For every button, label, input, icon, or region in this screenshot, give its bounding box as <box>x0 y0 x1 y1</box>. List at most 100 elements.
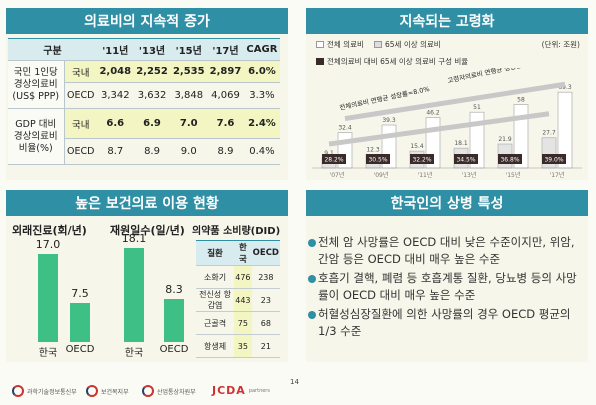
panel-title: 한국인의 상병 특성 <box>306 190 588 216</box>
row-cat: 국내 <box>64 60 97 83</box>
ratio-label: 36.8% <box>500 157 519 164</box>
cell: 238 <box>251 265 280 289</box>
value-elderly: 21.9 <box>498 136 512 143</box>
row-cat: OECD <box>64 82 97 109</box>
ratio-label: 28.2% <box>324 157 343 164</box>
cell: 2,897 <box>207 60 244 83</box>
table-row: OECD 3,342 3,632 3,848 4,069 3.3% <box>8 82 280 109</box>
value-total: 39.3 <box>382 117 396 124</box>
panel-title: 의료비의 지속적 증가 <box>6 8 288 34</box>
value-elderly: 15.4 <box>410 143 424 150</box>
bullet-item: 허혈성심장질환에 의한 사망률의 경우 OECD 평균의 1/3 수준 <box>308 306 586 340</box>
chart-a-label: 외래진료(회/년) <box>12 224 87 237</box>
cell: 6.0% <box>243 60 280 83</box>
cell: 4,069 <box>207 82 244 109</box>
ratio-box <box>454 154 478 164</box>
legend-label: 전체의료비 대비 65세 이상 의료비 구성 비율 <box>327 57 469 66</box>
cell: 3,342 <box>96 82 134 109</box>
legend-elderly: 65세 이상 의료비 <box>374 39 441 50</box>
growth-note-elderly: 고령자의료비 연평균 성장률=11.6% <box>447 68 549 85</box>
panel-medical-cost: 의료비의 지속적 증가 구분 '11년 '13년 '15년 '17년 CAGR … <box>6 8 288 180</box>
cell: 근골격 <box>196 311 235 335</box>
table-row: 전신성 항감염 443 23 <box>196 288 280 312</box>
legend-total: 전체 의료비 <box>316 39 364 50</box>
ratio-label: 34.5% <box>456 157 475 164</box>
cell: 9.0 <box>170 138 208 165</box>
col-header: '15년 <box>170 38 208 61</box>
panel-title: 높은 보건의료 이용 현황 <box>6 190 288 216</box>
value-outpatient-oecd: 7.5 <box>71 287 89 300</box>
value-elderly: 27.7 <box>542 130 556 137</box>
msit-logo-icon <box>12 385 24 397</box>
cell: 0.4% <box>243 138 280 165</box>
col-header: '13년 <box>133 38 171 61</box>
cell: 35 <box>234 334 252 358</box>
cell: 2.4% <box>243 108 280 139</box>
col-header: 한국 <box>234 240 252 266</box>
row-cat: 국내 <box>64 108 97 139</box>
value-total: 46.2 <box>426 109 440 116</box>
cell: 8.9 <box>207 138 244 165</box>
bullet-dot <box>308 311 316 319</box>
bullet-dot <box>308 239 316 247</box>
cell: 7.6 <box>207 108 244 139</box>
value-elderly: 9.1 <box>324 150 334 157</box>
chart-b-label: 재원일수(일/년) <box>110 224 185 237</box>
value-total: 32.4 <box>338 125 352 132</box>
panel-aging: 지속되는 고령화 전체 의료비 65세 이상 의료비 (단위: 조원) 전체의료… <box>306 8 588 180</box>
cell: 3.3% <box>243 82 280 109</box>
col-header: OECD <box>251 240 280 266</box>
x-label: 한국 <box>38 348 58 359</box>
cell: 7.0 <box>170 108 208 139</box>
mohw-logo-icon <box>86 385 98 397</box>
bullet-item: 호흡기 결핵, 폐렴 등 호흡계통 질환, 당뇨병 등의 사망률이 OECD 대… <box>308 270 586 304</box>
drug-consumption-table: 질환 한국 OECD 소화기 476 238 전신성 항감염 443 23 근골… <box>196 240 280 358</box>
table-label: 의약품 소비량(DID) <box>192 226 281 237</box>
x-tick-label: '15년 <box>506 171 521 179</box>
col-header: '11년 <box>96 38 134 61</box>
cell: 68 <box>251 311 280 335</box>
legend-label: 전체 의료비 <box>327 40 364 49</box>
col-header: 질환 <box>196 240 235 266</box>
panel-disease: 한국인의 상병 특성 <box>306 190 588 362</box>
ratio-box <box>366 154 390 164</box>
value-elderly: 18.1 <box>454 140 468 147</box>
ratio-label: 32.2% <box>412 157 431 164</box>
cell: 3,632 <box>133 82 171 109</box>
cell: 8.9 <box>133 138 171 165</box>
table-row: GDP 대비 경상의료비 비율(%) 국내 6.6 6.9 7.0 7.6 2.… <box>8 108 280 165</box>
legend-swatch <box>316 58 324 65</box>
cell: 21 <box>251 334 280 358</box>
cell: 476 <box>234 265 252 289</box>
row-group-label: 국민 1인당 경상의료비 (US$ PPP) <box>8 60 65 109</box>
cell: 2,252 <box>133 60 171 83</box>
footer-logo-mohw: 보건복지부 <box>86 385 129 397</box>
value-hospital-days-oecd: 8.3 <box>165 282 183 296</box>
legend-ratio: 전체의료비 대비 65세 이상 의료비 구성 비율 <box>316 56 468 67</box>
bar-outpatient-korea <box>38 253 58 342</box>
cell: 항생제 <box>196 334 235 358</box>
footer-logo-motie: 산업통상자원부 <box>142 385 196 397</box>
bar-hospital-days-oecd <box>164 298 184 342</box>
cell: 3,848 <box>170 82 208 109</box>
table-row: 국민 1인당 경상의료비 (US$ PPP) 국내 2,048 2,252 2,… <box>8 60 280 109</box>
x-tick-label: '07년 <box>330 171 345 179</box>
trend-arrow-elderly <box>344 81 566 122</box>
table-header-row: 질환 한국 OECD <box>196 240 280 266</box>
value-total: 69.3 <box>558 84 572 91</box>
x-tick-label: '13년 <box>462 171 477 179</box>
ratio-box <box>498 154 522 164</box>
value-elderly: 12.3 <box>366 147 380 154</box>
table-row: 항생제 35 21 <box>196 334 280 358</box>
page-number: 14 <box>290 378 299 386</box>
x-tick-label: '11년 <box>418 171 433 179</box>
x-label: OECD <box>159 344 189 355</box>
legend-swatch <box>374 41 382 48</box>
bullet-item: 전체 암 사망률은 OECD 대비 낮은 수준이지만, 위암, 간암 등은 OE… <box>308 234 586 268</box>
cell: 75 <box>234 311 252 335</box>
ratio-label: 39.0% <box>544 157 563 164</box>
table-row: 소화기 476 238 <box>196 265 280 289</box>
cell: 2,535 <box>170 60 208 83</box>
row-cat: OECD <box>64 138 97 165</box>
legend-label: 65세 이상 의료비 <box>385 40 441 49</box>
